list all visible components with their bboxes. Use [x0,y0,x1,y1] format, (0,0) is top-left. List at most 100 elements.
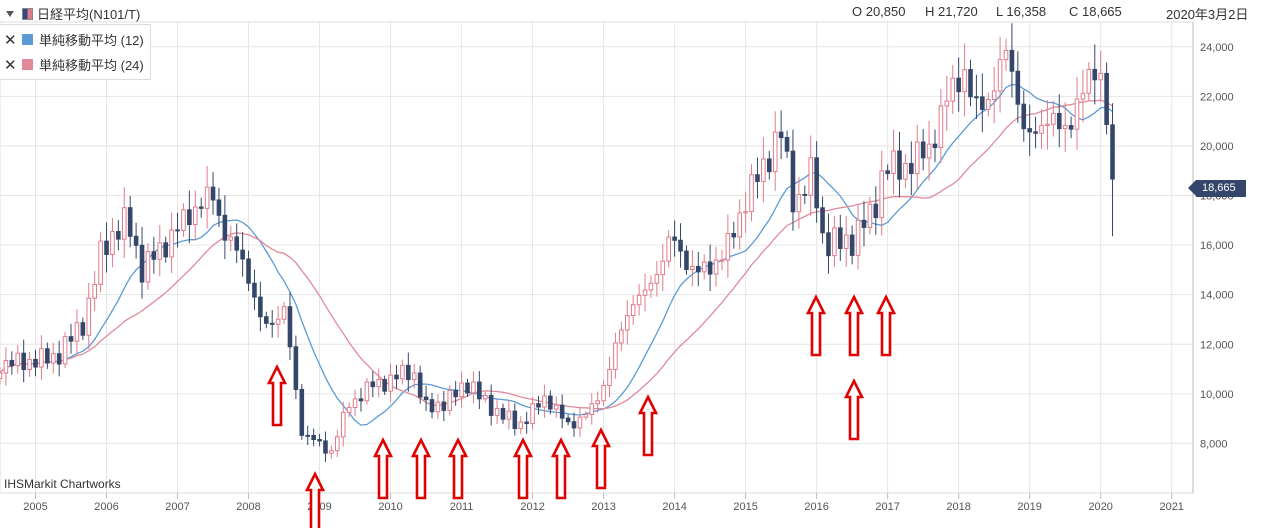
candle-down [678,239,683,252]
candle-up [595,400,600,405]
candle-down [305,434,311,437]
y-tick-label: 12,000 [1200,339,1234,351]
candle-up [482,394,488,400]
candle-up [926,143,932,159]
candle-down [559,404,565,419]
candle-down [536,403,541,408]
candle-up [447,389,453,411]
annotation-up-arrow [266,364,288,427]
candle-up [749,174,754,213]
candle-up [388,374,393,392]
candle-up [1062,125,1068,130]
indicator-legend: ✕ 単純移動平均 (12) ✕ 単純移動平均 (24) [0,24,151,80]
candle-up [459,382,464,398]
candle-down [1110,124,1115,180]
watermark: IHSMarkit Chartworks [4,477,121,491]
candle-down [127,207,133,237]
remove-indicator-icon[interactable]: ✕ [4,56,17,74]
candle-down [56,353,62,365]
candle-up [589,403,595,416]
candle-down [778,131,784,139]
legend-item-sma12[interactable]: ✕ 単純移動平均 (12) [4,27,144,52]
candle-down [465,382,470,394]
candle-down [885,170,890,175]
legend-item-sma24[interactable]: ✕ 単純移動平均 (24) [4,52,144,77]
candle-up [666,236,671,262]
candle-up [275,318,281,325]
y-tick-label: 10,000 [1200,389,1234,401]
candle-up [832,227,837,257]
candle-up [796,193,802,213]
candle-up [542,395,547,408]
candle-down [163,242,168,258]
candle-down [932,143,938,149]
candle-up [636,294,642,306]
candle-down [968,69,973,98]
candle-down [477,381,482,400]
dropdown-caret-icon[interactable] [6,10,14,17]
candle-down [524,421,529,424]
candle-down [1033,131,1038,134]
x-tick-label: 2010 [378,501,402,513]
x-tick-label: 2021 [1159,501,1183,513]
candle-down [826,232,831,257]
annotation-up-arrow [304,471,326,528]
candle-down [453,389,458,398]
candle-up [92,283,97,299]
x-tick-label: 2012 [520,501,544,513]
last-price-tag: 18,665 [1188,180,1246,197]
candle-up [340,411,346,438]
candle-up [62,336,68,365]
candle-up [39,348,44,368]
candle-down [707,261,713,275]
candle-up [619,329,624,344]
candle-up [914,141,920,175]
legend-label-sma12: 単純移動平均 (12) [39,33,144,48]
candle-up [27,358,32,370]
candle-up [494,407,500,416]
candle-down [766,158,772,173]
candle-down [1021,103,1027,130]
candle-up [630,304,636,317]
candle-down [784,137,790,152]
candle-down [382,378,387,392]
candle-up [772,131,778,173]
x-tick-label: 2015 [733,501,757,513]
x-tick-label: 2016 [804,501,828,513]
candle-down [909,162,914,175]
candle-up [1086,68,1092,94]
candle-down [423,396,429,401]
candle-down [849,234,855,256]
candle-up [855,219,861,256]
candle-down [370,381,376,388]
candle-up [761,158,766,182]
candle-down [116,231,121,240]
candle-down [956,77,961,93]
y-tick-label: 8,000 [1200,438,1228,450]
candle-up [944,100,950,107]
candle-down [672,236,677,241]
open-value: O 20,850 [852,4,906,19]
candle-up [654,274,660,284]
candle-down [175,229,180,232]
remove-indicator-icon[interactable]: ✕ [4,31,17,49]
y-tick-label: 20,000 [1200,141,1234,153]
candle-up [1098,72,1103,81]
candle-down [974,96,979,99]
y-tick-label: 14,000 [1200,290,1234,302]
candle-down [802,193,808,196]
candle-down [9,359,15,367]
candle-down [417,372,423,398]
x-tick-label: 2005 [23,501,47,513]
candle-down [814,157,819,209]
candle-up [690,265,695,271]
symbol-selector[interactable]: 日経平均(N101/T) [6,4,140,23]
candle-down [269,322,275,325]
candle-up [346,407,352,413]
candle-down [1027,128,1032,133]
sma12-swatch [22,34,33,45]
candle-up [1074,98,1080,130]
candle-down [80,322,86,336]
x-tick-label: 2006 [94,501,118,513]
